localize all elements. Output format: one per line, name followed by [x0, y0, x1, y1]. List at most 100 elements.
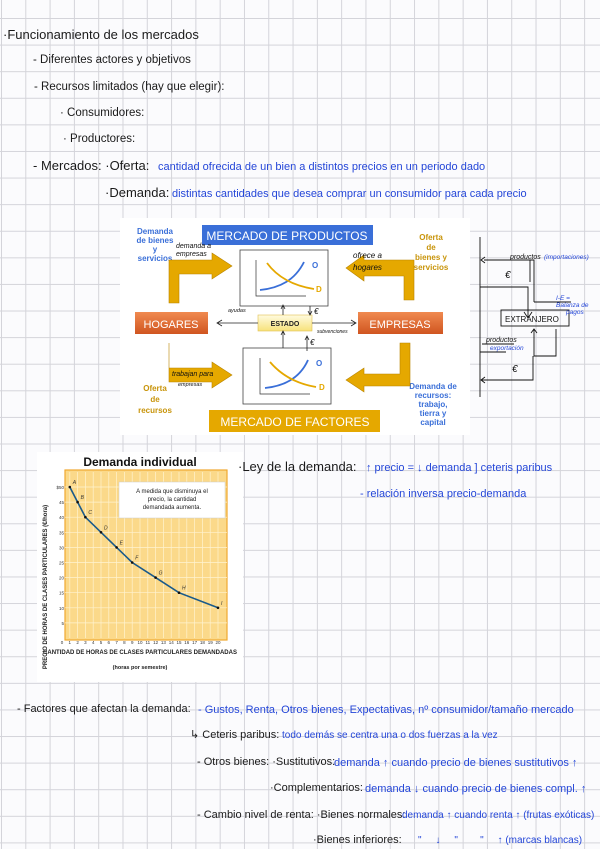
data-point-label: H	[182, 586, 186, 592]
x-tick-label: 20	[215, 640, 221, 645]
arrow-households-to-factors	[168, 343, 233, 389]
y-tick-label: $50	[56, 485, 64, 490]
data-point-G	[154, 576, 157, 579]
data-point-label: E	[120, 540, 124, 546]
svg-text:D: D	[319, 383, 325, 392]
svg-text:de: de	[150, 395, 160, 404]
normal-goods-definition: demanda ↑ cuando renta ↑ (frutas exótica…	[402, 810, 595, 821]
complements-label: ·Complementarios:	[270, 782, 363, 794]
inferior-goods-label: ·Bienes inferiores:	[313, 834, 402, 846]
data-point-E	[115, 546, 118, 549]
x-tick-label: 16	[184, 640, 190, 645]
data-point-label: C	[88, 510, 92, 516]
svg-text:€: €	[314, 307, 319, 316]
firms-label: EMPRESAS	[369, 319, 430, 331]
data-point-label: B	[81, 495, 85, 501]
products-market-box	[202, 225, 373, 245]
law-rule: ↑ precio = ↓ demanda ] ceteris paribus	[366, 462, 553, 474]
x-tick-label: 13	[161, 640, 167, 645]
income-label: - Cambio nivel de renta: ·Bienes normale…	[197, 809, 406, 821]
svg-text:Demanda: Demanda	[137, 227, 174, 236]
note-producers: · Productores:	[63, 133, 136, 145]
y-axis-label: PRECIO DE HORAS DE CLASES PARTICULARES (…	[43, 505, 49, 669]
svg-text:de: de	[426, 243, 436, 252]
x-axis-sublabel: (horas por semestre)	[113, 665, 168, 671]
x-tick-label: 7	[115, 640, 118, 645]
data-point-B	[76, 500, 79, 504]
x-tick-label: 14	[169, 640, 175, 645]
y-tick-label: 5	[61, 621, 64, 626]
handwritten-arrows	[216, 304, 357, 351]
data-point-label: A	[72, 480, 77, 486]
data-point-H	[177, 591, 181, 594]
products-market-label: MERCADO DE PRODUCTOS	[206, 229, 367, 243]
demand-curve	[266, 262, 315, 290]
x-tick-label: 17	[192, 640, 198, 645]
svg-text:€: €	[505, 270, 511, 281]
note-demand-definition: distintas cantidades que desea comprar u…	[172, 188, 527, 200]
y-tick-label: 20	[59, 576, 65, 581]
data-point-label: G	[159, 571, 163, 577]
svg-text:I-E =: I-E =	[556, 295, 570, 302]
data-point-label: F	[135, 556, 139, 562]
svg-text:trabajan para: trabajan para	[172, 371, 213, 378]
supply-resources-label: Oferta de recursos	[138, 384, 172, 415]
other-goods-label: - Otros bienes: ·Sustitutivos:	[197, 756, 336, 768]
svg-text:servicios: servicios	[414, 263, 449, 272]
x-tick-label: 0	[61, 640, 64, 645]
ceteris-label: ↳ Ceteris paribus:	[190, 729, 280, 741]
individual-demand-chart: Demanda individual 51015202530354045$500…	[37, 452, 243, 682]
x-axis-label: CANTIDAD DE HORAS DE CLASES PARTICULARES…	[43, 650, 237, 656]
x-tick-label: 12	[153, 640, 159, 645]
svg-text:O: O	[312, 261, 318, 270]
exports-label: productos	[485, 337, 517, 344]
note-actors: - Diferentes actores y objetivos	[33, 54, 191, 66]
svg-text:empresas: empresas	[176, 251, 207, 258]
svg-text:de bienes: de bienes	[137, 236, 174, 245]
supply-curve	[259, 261, 305, 291]
imports-note: (importaciones)	[544, 254, 589, 261]
x-label-panel	[44, 642, 243, 678]
arrow-firms-to-products	[345, 254, 415, 301]
law-label: ·Ley de la demanda:	[238, 459, 357, 474]
arrow-factors-to-firms	[345, 342, 411, 393]
note-demand-label: ·Demanda:	[105, 185, 170, 200]
x-tick-label: 3	[84, 640, 87, 645]
svg-text:Oferta: Oferta	[419, 233, 443, 242]
svg-text:pagos: pagos	[565, 309, 584, 316]
x-tick-label: 15	[176, 640, 182, 645]
x-tick-label: 9	[131, 640, 134, 645]
svg-text:bienes y: bienes y	[415, 253, 448, 262]
x-tick-label: 6	[108, 640, 111, 645]
arrow-households-to-products	[168, 252, 233, 304]
x-tick-label: 1	[69, 640, 72, 645]
note-consumers: · Consumidores:	[60, 107, 145, 119]
note-markets-supply-label: - Mercados: ·Oferta:	[33, 158, 150, 173]
data-point-F	[130, 561, 134, 564]
exports-note: exportación	[490, 345, 524, 352]
svg-text:servicios: servicios	[138, 254, 173, 263]
svg-text:tierra y: tierra y	[420, 409, 447, 418]
y-tick-label: 30	[59, 545, 65, 550]
y-tick-label: 10	[59, 606, 65, 611]
data-point-label: I	[221, 601, 223, 607]
x-tick-label: 5	[100, 640, 103, 645]
complements-definition: demanda ↓ cuando precio de bienes compl.…	[365, 783, 587, 795]
circular-flow-diagram: MERCADO DE PRODUCTOS MERCADO DE FACTORES…	[120, 218, 470, 435]
svg-text:Demanda de: Demanda de	[409, 382, 457, 391]
annotation-box	[118, 481, 226, 519]
data-point-A	[68, 485, 72, 489]
svg-text:recursos: recursos	[138, 406, 172, 415]
x-tick-label: 19	[208, 640, 214, 645]
factors-label: - Factores que afectan la demanda:	[17, 703, 191, 715]
households-box	[135, 312, 208, 334]
x-tick-label: 10	[137, 640, 143, 645]
data-point-D	[99, 531, 103, 534]
svg-text:Balanza de: Balanza de	[556, 302, 589, 309]
substitutes-definition: demanda ↑ cuando precio de bienes sustit…	[334, 757, 578, 769]
x-tick-label: 8	[123, 640, 126, 645]
